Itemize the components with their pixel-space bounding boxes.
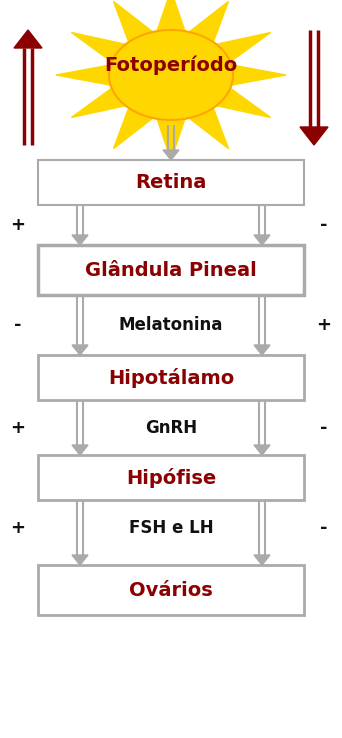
Polygon shape [114,108,153,148]
Polygon shape [232,65,286,85]
Polygon shape [114,1,153,42]
Polygon shape [216,88,271,117]
Text: Ovários: Ovários [129,581,213,599]
Polygon shape [72,235,88,245]
Text: Melatonina: Melatonina [119,316,223,334]
Text: Fotoperíodo: Fotoperíodo [104,55,238,75]
Polygon shape [157,119,185,160]
Polygon shape [157,0,185,31]
Polygon shape [72,555,88,565]
Polygon shape [254,445,270,455]
Text: GnRH: GnRH [145,419,197,437]
FancyBboxPatch shape [38,455,304,500]
Text: -: - [14,316,22,334]
Polygon shape [189,1,228,42]
Polygon shape [71,32,126,62]
Text: Hipófise: Hipófise [126,467,216,488]
Polygon shape [254,345,270,355]
Text: +: + [11,216,26,234]
FancyBboxPatch shape [38,355,304,400]
Polygon shape [254,235,270,245]
Polygon shape [14,30,42,48]
Text: -: - [320,216,328,234]
Text: +: + [316,316,331,334]
Polygon shape [254,555,270,565]
Text: Retina: Retina [135,173,207,192]
Polygon shape [216,32,271,62]
Polygon shape [189,108,228,148]
FancyBboxPatch shape [38,160,304,205]
Text: Hipotálamo: Hipotálamo [108,368,234,387]
Polygon shape [72,445,88,455]
Polygon shape [163,150,179,160]
Text: FSH e LH: FSH e LH [129,519,213,537]
FancyBboxPatch shape [38,245,304,295]
Text: Glândula Pineal: Glândula Pineal [85,261,257,280]
Ellipse shape [109,30,233,120]
FancyBboxPatch shape [38,565,304,615]
Polygon shape [71,88,126,117]
Text: +: + [11,519,26,537]
Polygon shape [300,127,328,145]
Polygon shape [56,65,110,85]
Polygon shape [72,345,88,355]
Text: +: + [11,419,26,437]
Text: -: - [320,419,328,437]
Text: -: - [320,519,328,537]
